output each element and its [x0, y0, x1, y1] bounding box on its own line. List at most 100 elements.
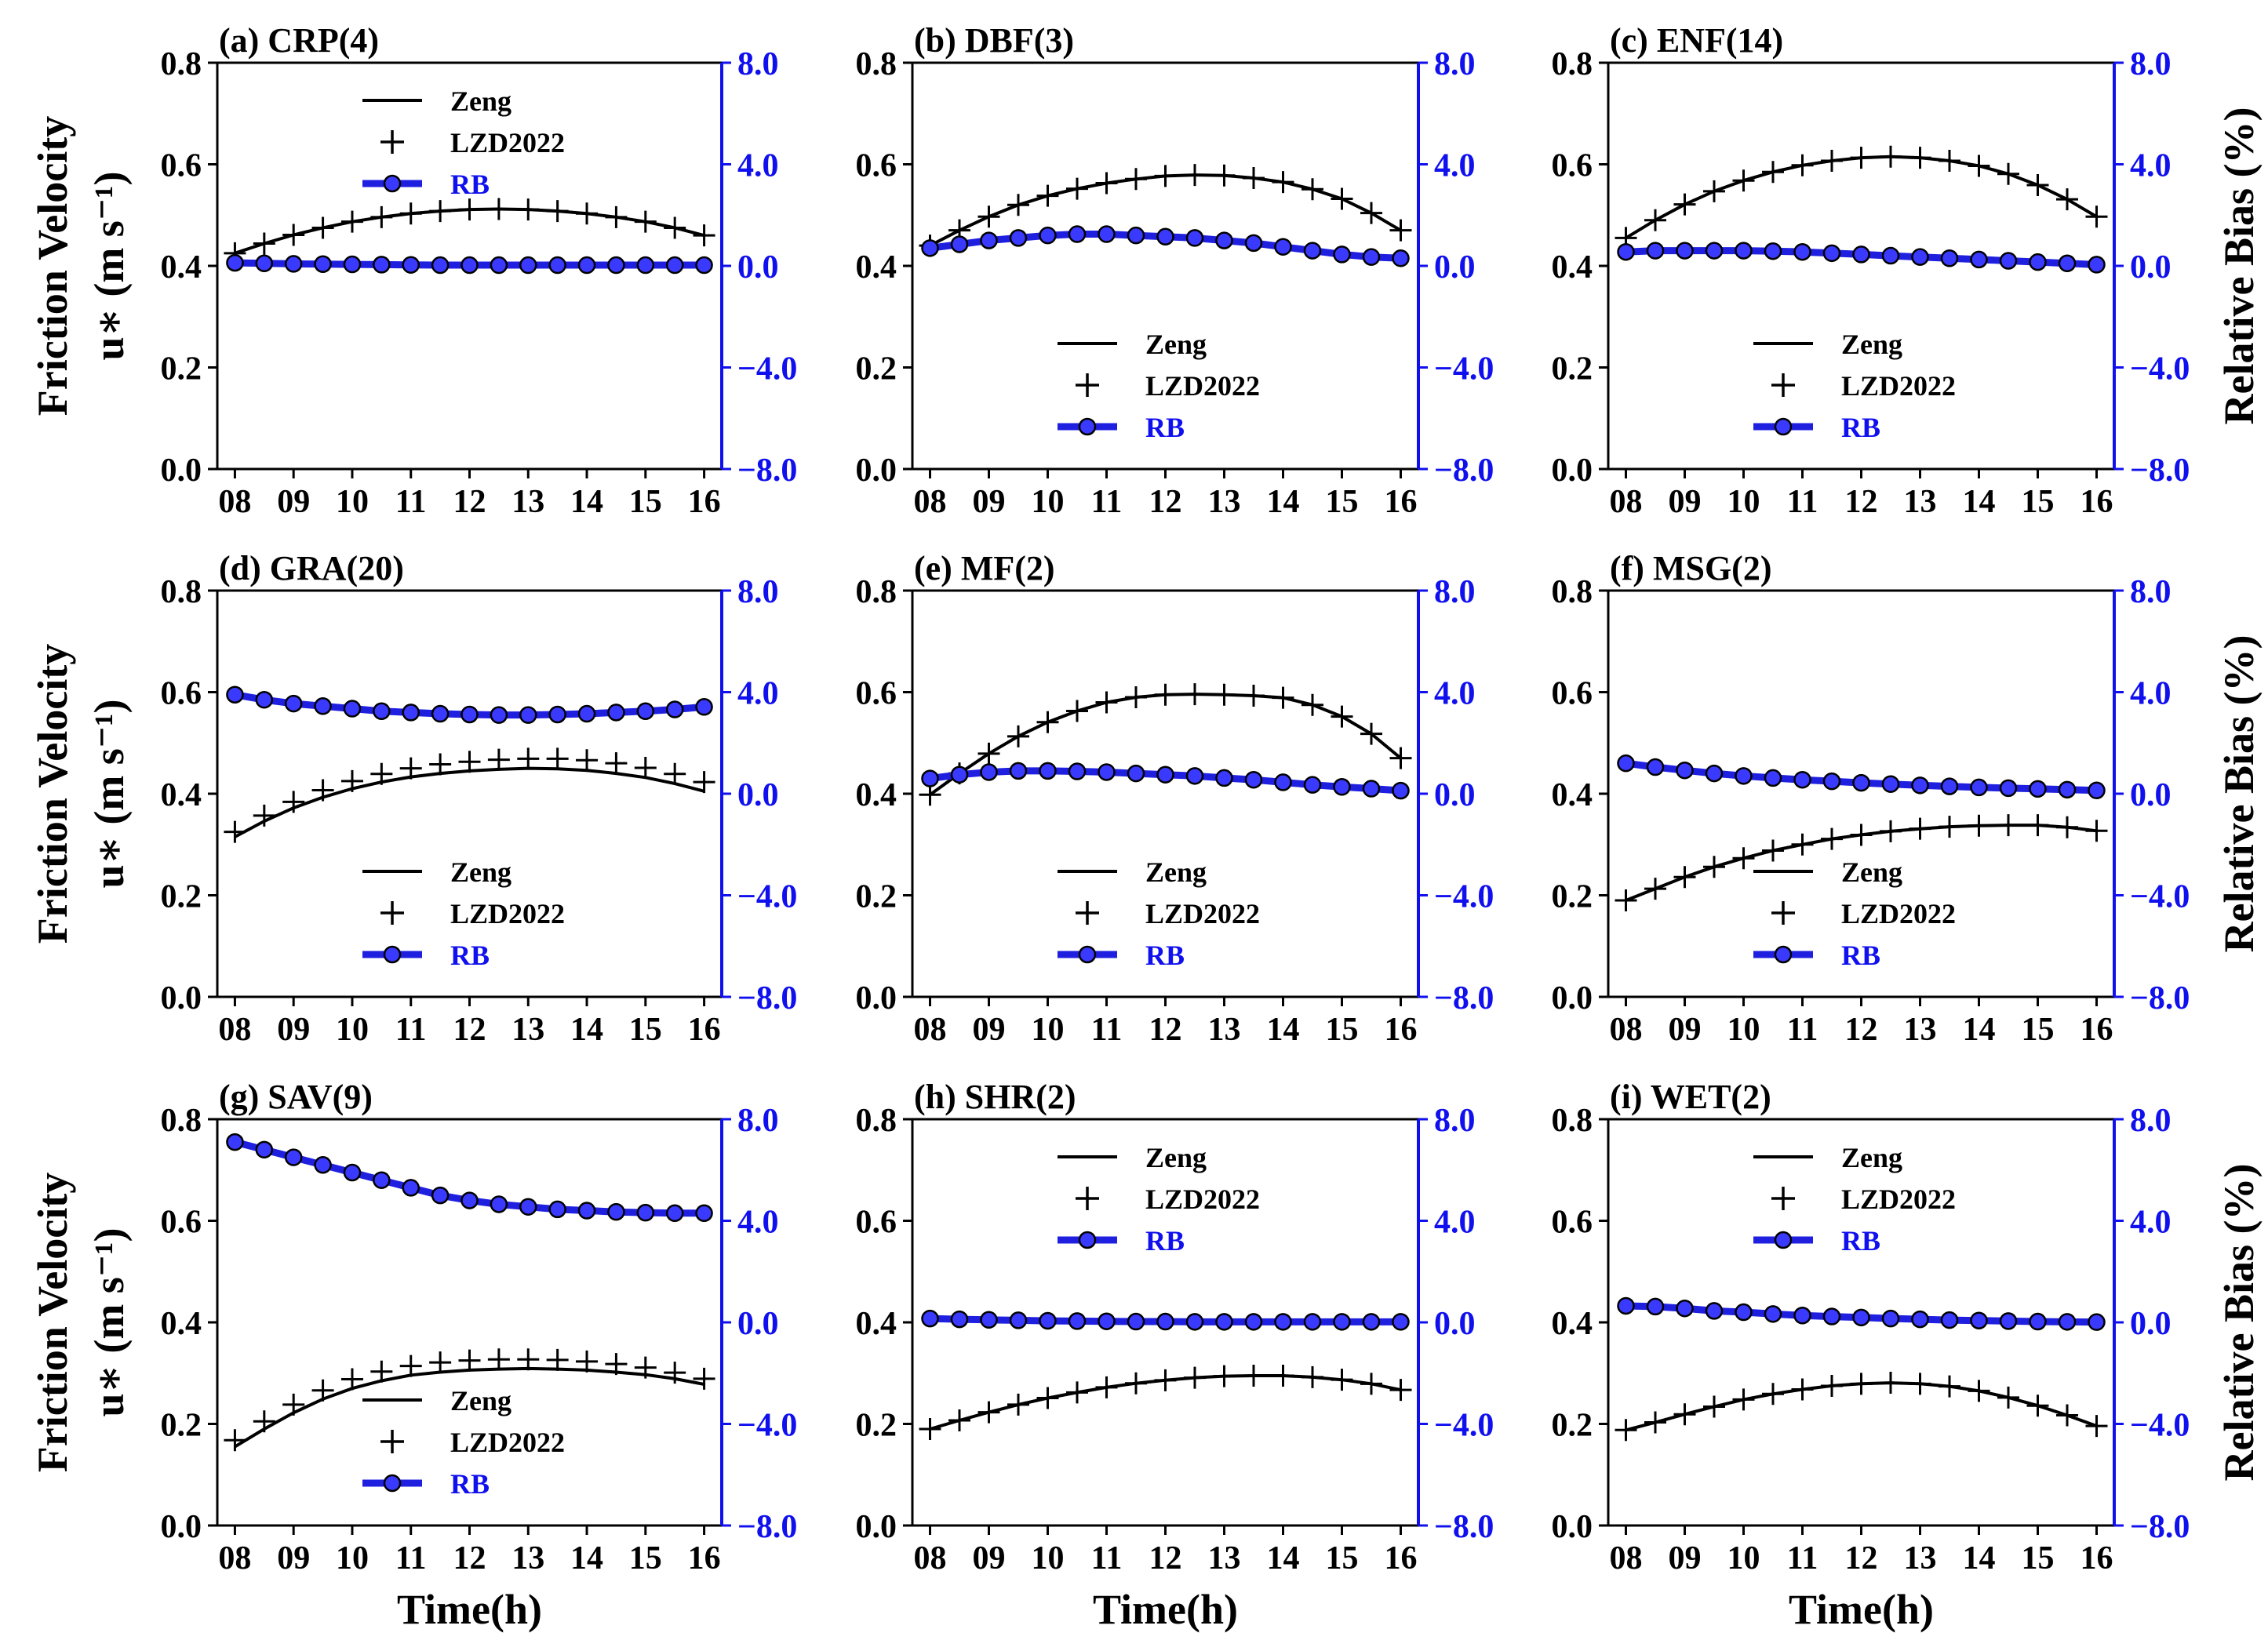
x-tick-label: 13 [511, 1012, 544, 1048]
series-rb-point [284, 694, 303, 713]
x-tick-label: 15 [2022, 1012, 2055, 1048]
series-rb-point [1185, 1313, 1204, 1331]
series-lzd2022-point [370, 762, 393, 785]
y-tick-label: 0.6 [161, 676, 202, 712]
x-tick-label: 14 [1963, 1012, 1996, 1048]
legend-rb-label: RB [450, 940, 490, 971]
legend-zeng-label: Zeng [1145, 1142, 1207, 1173]
series-rb-point [1362, 248, 1381, 266]
series-lzd2022-point [1880, 820, 1902, 842]
x-tick-label: 13 [1904, 484, 1937, 520]
series-zeng-line [234, 766, 705, 838]
series-rb-point [1646, 758, 1665, 776]
series-rb-point [577, 1202, 596, 1220]
series-rb-point [577, 256, 596, 275]
series-lzd2022-point [664, 1362, 686, 1384]
series-rb-point [1362, 780, 1381, 798]
series-lzd2022-point [517, 747, 540, 770]
y-tick-label: 0.2 [856, 879, 897, 915]
series-lzd2022-point [1213, 683, 1236, 706]
series-lzd2022-point [1880, 1372, 1902, 1395]
x-tick-label: 12 [453, 1012, 486, 1048]
y2-tick-label: −4.0 [2130, 879, 2190, 915]
series-lzd2022-point [977, 205, 1000, 228]
panel-title-h: (h) SHR(2) [914, 1078, 1076, 1116]
legend-rb-marker [1078, 417, 1097, 436]
series-rb-point [695, 698, 713, 716]
y-tick-label: 0.4 [161, 1306, 202, 1342]
series-rb-point [226, 253, 244, 272]
series-lzd2022-point [1389, 747, 1412, 769]
x-tick-label: 10 [1032, 484, 1065, 520]
series-rb-point [1822, 772, 1841, 791]
series-lzd2022-point [1007, 725, 1029, 747]
x-tick-label: 08 [914, 1012, 947, 1048]
x-axis-title: Time(h) [1789, 1586, 1934, 1633]
y2-tick-label: −4.0 [1434, 879, 1494, 915]
x-tick-label: 08 [1610, 1540, 1643, 1576]
series-rb-point [1852, 245, 1870, 264]
series-rb-point [1617, 1296, 1635, 1315]
legend-lzd2022-marker [1771, 901, 1795, 925]
series-lzd2022-point [1762, 1383, 1784, 1405]
y2-tick-label: 4.0 [737, 148, 779, 184]
y-tick-label: 0.0 [161, 1509, 202, 1545]
series-lzd2022-point [1213, 164, 1236, 187]
series-lzd2022-point [429, 753, 452, 776]
series-rb-point [431, 704, 450, 723]
legend-rb-marker [1774, 945, 1793, 964]
series-lzd2022-point [1066, 700, 1088, 722]
series-lzd2022-point [1821, 149, 1843, 172]
series-rb-point [1068, 762, 1087, 780]
series-rb-point [2058, 254, 2077, 273]
series-rb-point [1185, 767, 1204, 785]
y-tick-label: 0.4 [856, 249, 897, 285]
series-lzd2022-point [253, 1410, 275, 1433]
x-tick-label: 08 [1610, 484, 1643, 520]
series-lzd2022-point [311, 1379, 334, 1402]
series-lzd2022-point [311, 779, 334, 802]
series-rb-point [1822, 244, 1841, 263]
y2-tick-label: −8.0 [2130, 1509, 2190, 1545]
y2-tick-label: 0.0 [1434, 777, 1476, 813]
series-rb-point [490, 256, 508, 275]
y2-tick-label: 8.0 [1434, 46, 1476, 82]
series-rb-point [1244, 770, 1263, 789]
series-lzd2022-point [1968, 1380, 1990, 1402]
x-tick-label: 15 [2022, 1540, 2055, 1576]
series-rb-point [1156, 765, 1174, 784]
y-tick-label: 0.6 [1552, 676, 1593, 712]
y2-tick-label: 4.0 [2130, 148, 2172, 184]
legend-rb-label: RB [1145, 1225, 1185, 1256]
left-y-label-row-2: Friction Velocity u∗ (m s⁻¹) Relative Bias… [29, 1164, 2263, 1482]
series-rb-point [1852, 773, 1870, 792]
series-rb-point [402, 256, 420, 274]
series-rb-point [548, 256, 566, 275]
y2-tick-label: −8.0 [1434, 453, 1494, 489]
series-rb-point [1303, 242, 1322, 260]
x-tick-label: 10 [1032, 1012, 1065, 1048]
series-rb-point [2088, 256, 2106, 274]
series-lzd2022-point [664, 762, 686, 785]
x-tick-label: 13 [1208, 484, 1241, 520]
x-tick-label: 08 [1610, 1012, 1643, 1048]
series-rb-point [490, 1195, 508, 1213]
y-tick-label: 0.8 [1552, 574, 1593, 610]
x-tick-label: 15 [629, 1540, 662, 1576]
x-tick-label: 15 [629, 484, 662, 520]
panel-c: (c) ENF(14) 0.0 0.2 0.4 0.6 0.8 −8.0 −4.0 0.0 4.0… [1552, 21, 2190, 520]
x-tick-label: 15 [1326, 484, 1359, 520]
y-tick-label: 0.6 [1552, 1205, 1593, 1241]
series-rb-point [1098, 1312, 1116, 1330]
legend-lzd2022-marker [380, 901, 404, 925]
series-rb-point [2029, 1312, 2047, 1331]
series-rb-point [1617, 754, 1635, 773]
series-rb-point [1735, 767, 1753, 785]
x-tick-label: 10 [336, 1012, 369, 1048]
series-lzd2022-point [1243, 1364, 1265, 1387]
y-tick-label: 0.4 [856, 777, 897, 813]
series-rb-point [1274, 1313, 1292, 1331]
x-tick-label: 09 [277, 1012, 310, 1048]
series-lzd2022-point [1331, 187, 1353, 210]
